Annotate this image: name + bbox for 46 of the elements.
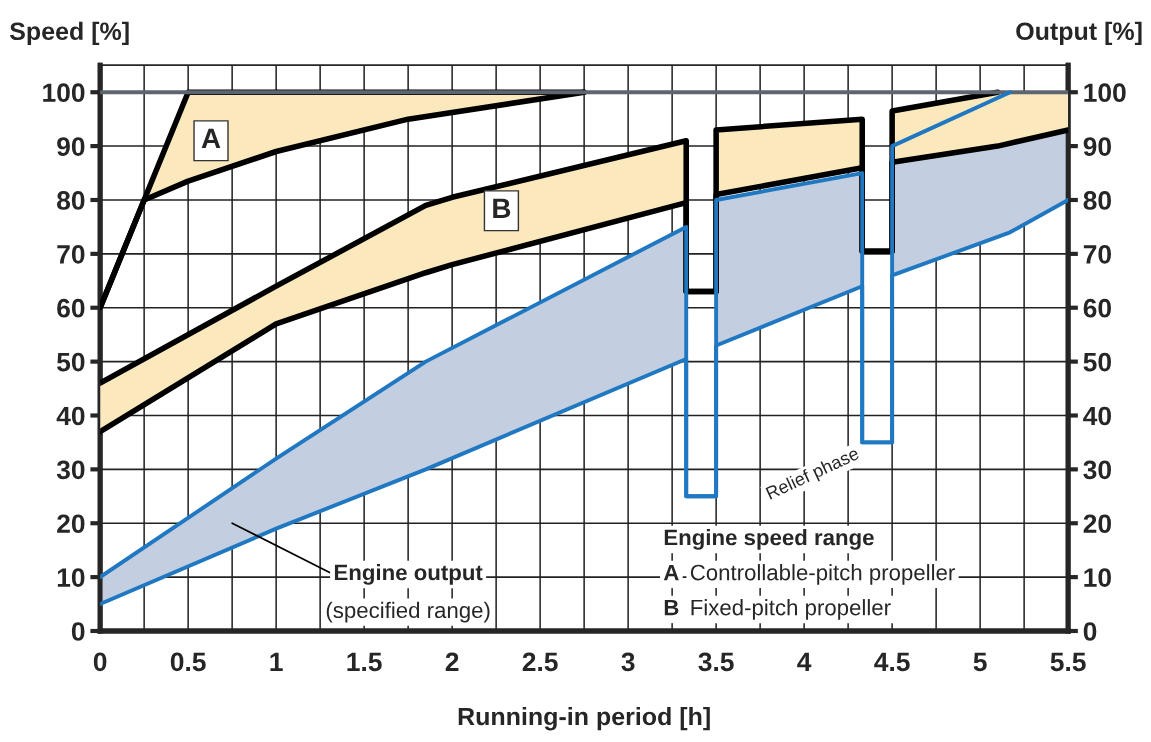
- y-tick-label: 20: [57, 514, 85, 534]
- annotation: Engine speed range: [664, 529, 874, 550]
- x-tick-label: 1: [270, 652, 283, 671]
- x-tick-label: 5.5: [1050, 652, 1086, 672]
- y2-tick-label: 20: [1083, 514, 1111, 534]
- y-tick-label: 80: [57, 191, 85, 210]
- y-tick-label: 70: [57, 245, 85, 264]
- x-tick-label: 2.5: [522, 652, 558, 672]
- y-tick-label: 40: [56, 406, 85, 426]
- y-tick-label: 100: [43, 83, 85, 103]
- y-tick-label: 60: [57, 298, 85, 318]
- x-tick-label: 0: [93, 652, 107, 672]
- x-tick-label: 4: [797, 652, 812, 671]
- y-tick-label: 0: [71, 622, 85, 641]
- y-axis-title: Speed [%]: [9, 21, 129, 46]
- x-tick-label: 0.5: [170, 652, 206, 672]
- text: A: [663, 564, 679, 581]
- y2-axis-title: Output [%]: [1016, 21, 1142, 46]
- text: B: [664, 599, 679, 616]
- y2-tick-label: 90: [1083, 137, 1111, 156]
- annotation: B: [493, 198, 511, 218]
- y2-tick-label: 50: [1083, 352, 1111, 372]
- y2-tick-label: 40: [1083, 406, 1111, 426]
- y2-tick-label: 60: [1083, 298, 1111, 318]
- annotation: Engine output: [334, 564, 483, 585]
- y2-tick-label: 80: [1083, 191, 1111, 210]
- annotation: Fixed-pitch propeller: [691, 599, 891, 620]
- x-tick-label: 4.5: [874, 652, 910, 672]
- x-tick-label: 3.5: [698, 652, 734, 672]
- y-tick-label: 90: [57, 137, 85, 156]
- y2-tick-label: 0: [1083, 622, 1097, 641]
- y-tick-label: 10: [57, 568, 85, 587]
- x-tick-label: 2: [445, 652, 459, 671]
- x-tick-label: 5: [973, 652, 987, 672]
- y2-tick-label: 10: [1084, 568, 1111, 587]
- x-axis-title: Running-in period [h]: [458, 706, 710, 731]
- x-tick-label: 3: [621, 652, 635, 672]
- x-tick-label: 1.5: [347, 652, 382, 672]
- y-tick-label: 30: [56, 460, 85, 480]
- y2-tick-label: 100: [1084, 83, 1126, 103]
- y2-tick-label: 70: [1083, 245, 1111, 264]
- y2-tick-label: 30: [1083, 460, 1111, 480]
- y-tick-label: 50: [57, 352, 85, 372]
- annotation: A: [201, 128, 221, 148]
- annotation: (specified range): [326, 601, 490, 623]
- annotation: Controllable-pitch propeller: [690, 564, 955, 585]
